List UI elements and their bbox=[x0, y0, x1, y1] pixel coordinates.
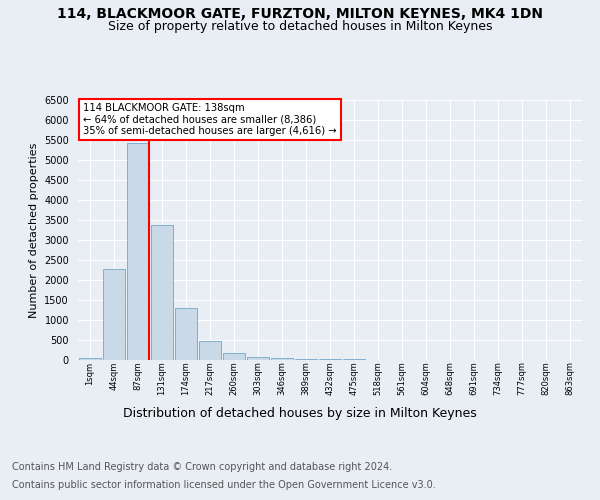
Bar bbox=[223, 354, 245, 360]
Bar bbox=[271, 358, 293, 360]
Y-axis label: Number of detached properties: Number of detached properties bbox=[29, 142, 38, 318]
Bar bbox=[79, 358, 101, 360]
Text: Contains HM Land Registry data © Crown copyright and database right 2024.: Contains HM Land Registry data © Crown c… bbox=[12, 462, 392, 472]
Text: Size of property relative to detached houses in Milton Keynes: Size of property relative to detached ho… bbox=[108, 20, 492, 33]
Bar bbox=[199, 341, 221, 360]
Bar bbox=[127, 143, 149, 360]
Bar bbox=[175, 308, 197, 360]
Bar bbox=[151, 225, 173, 360]
Text: 114, BLACKMOOR GATE, FURZTON, MILTON KEYNES, MK4 1DN: 114, BLACKMOOR GATE, FURZTON, MILTON KEY… bbox=[57, 8, 543, 22]
Text: Distribution of detached houses by size in Milton Keynes: Distribution of detached houses by size … bbox=[123, 408, 477, 420]
Text: 114 BLACKMOOR GATE: 138sqm
← 64% of detached houses are smaller (8,386)
35% of s: 114 BLACKMOOR GATE: 138sqm ← 64% of deta… bbox=[83, 102, 337, 136]
Bar bbox=[103, 269, 125, 360]
Bar bbox=[295, 358, 317, 360]
Text: Contains public sector information licensed under the Open Government Licence v3: Contains public sector information licen… bbox=[12, 480, 436, 490]
Bar bbox=[319, 359, 341, 360]
Bar bbox=[247, 357, 269, 360]
